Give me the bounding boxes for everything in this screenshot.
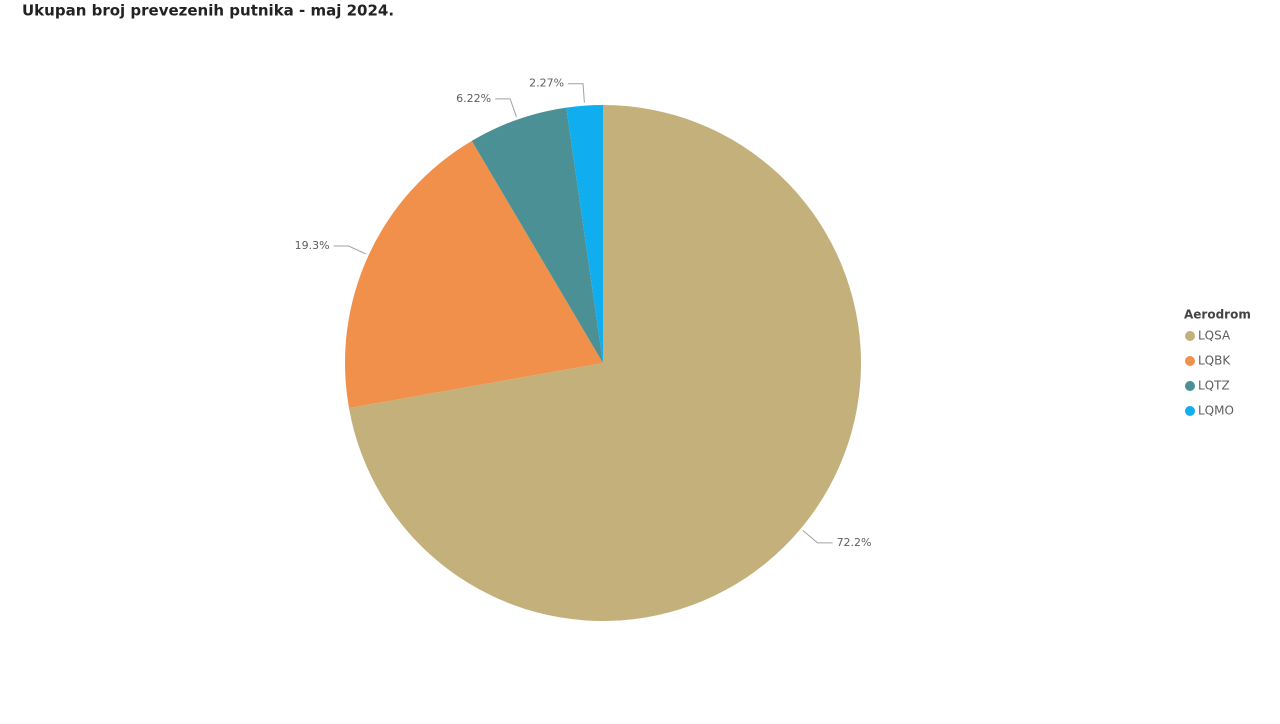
legend-label: LQTZ [1198,379,1230,393]
legend-label: LQMO [1198,404,1234,418]
data-label: 2.27% [529,77,564,90]
legend-marker [1185,381,1195,391]
pie-slice [345,140,603,409]
legend-marker [1185,331,1195,341]
chart-title: Ukupan broj prevezenih putnika - maj 202… [22,2,394,20]
legend-label: LQBK [1198,354,1231,368]
leader-line [802,530,833,544]
leader-line [495,98,517,117]
legend-title: Aerodrom [1184,308,1251,322]
legend-marker [1185,356,1195,366]
pie-slice [348,105,862,621]
pie-slice [566,105,603,363]
legend-marker [1185,406,1195,416]
pie-slice [471,107,603,363]
legend-label: LQSA [1198,329,1231,343]
leader-line [568,83,585,103]
leader-line [333,245,367,255]
data-label: 6.22% [456,92,491,105]
data-label: 19.3% [295,239,330,252]
data-label: 72.2% [837,536,872,549]
